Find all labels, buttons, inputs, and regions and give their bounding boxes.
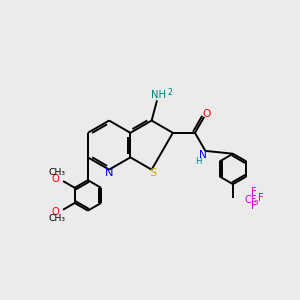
- Text: 2: 2: [167, 88, 172, 97]
- Text: O: O: [51, 207, 59, 217]
- Text: 3: 3: [254, 200, 258, 206]
- Text: H: H: [196, 157, 202, 166]
- Text: CF: CF: [244, 195, 257, 205]
- Text: F: F: [258, 193, 264, 203]
- Text: CH₃: CH₃: [48, 168, 65, 177]
- Text: S: S: [149, 168, 157, 178]
- Text: N: N: [200, 150, 207, 160]
- Text: F: F: [251, 200, 257, 211]
- Text: CH₃: CH₃: [48, 214, 65, 223]
- Text: O: O: [51, 174, 59, 184]
- Text: O: O: [202, 109, 210, 119]
- Text: F: F: [251, 187, 257, 196]
- Text: N: N: [105, 168, 113, 178]
- Text: NH: NH: [151, 90, 166, 100]
